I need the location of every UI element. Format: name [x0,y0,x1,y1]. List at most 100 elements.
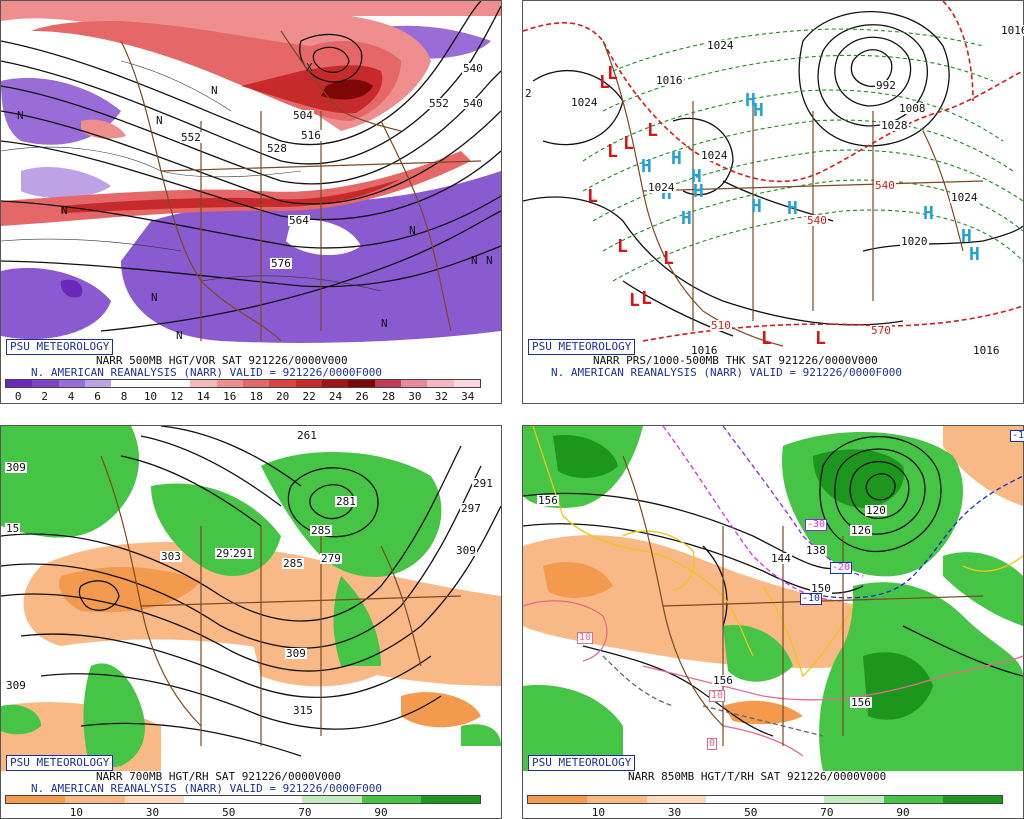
map-label: N [17,109,24,122]
map-label: 309 [285,647,307,660]
psu-badge: PSU METEOROLOGY [528,755,636,771]
legend-swatch [137,380,164,387]
legend-swatch [216,380,243,387]
low-pressure-marker: L [761,328,772,349]
legend-swatch [269,380,296,387]
legend-swatch [321,380,349,387]
legend-swatch [6,380,33,387]
legend-swatch [65,796,125,803]
map-label: 1024 [647,181,676,194]
low-pressure-marker: L [641,288,652,309]
map-pressure-thickness [523,1,1023,356]
high-pressure-marker: H [693,181,704,202]
low-pressure-marker: L [815,328,826,349]
legend-tick-label: 22 [302,390,316,403]
map-label: 144 [770,552,792,565]
legend-swatch [374,380,401,387]
map-700mb [1,426,501,771]
map-label: 1016 [972,344,1001,357]
legend-tick-label: 16 [223,390,237,403]
caption-line-1: NARR 850MB HGT/T/RH SAT 921226/0000V000 [628,770,887,783]
psu-badge: PSU METEOROLOGY [6,755,114,771]
map-label: 552 [180,131,202,144]
map-label: 309 [455,544,477,557]
caption-line-1: NARR 500MB HGT/VOR SAT 921226/0000V000 [96,354,348,367]
map-label: 1020 [900,235,929,248]
legend-swatch [528,796,588,803]
high-pressure-marker: H [691,166,702,187]
map-label: 285 [310,524,332,537]
map-label: 315 [292,704,314,717]
map-label: 261 [296,429,318,442]
panel-700mb: PSU METEOROLOGY NARR 700MB HGT/RH SAT 92… [0,425,502,819]
map-label: N [151,291,158,304]
map-500mb [1,1,501,356]
high-pressure-marker: H [641,156,652,177]
legend-tick-label: 30 [145,806,160,819]
legend-tick-label: 6 [94,390,101,403]
legend-tick-label: 18 [249,390,263,403]
legend-swatch [646,796,706,803]
legend-swatch [190,380,217,387]
high-pressure-marker: H [787,198,798,219]
map-label: 156 [537,494,559,507]
high-pressure-marker: H [753,100,764,121]
map-label: 1024 [570,96,599,109]
legend-swatch [183,796,243,803]
legend-swatch [84,380,112,387]
legend-tick-label: 90 [896,806,910,819]
map-label: 540 [874,179,896,192]
map-label: -10 [800,593,823,605]
map-label: 1016 [655,74,684,87]
high-pressure-marker: H [681,208,692,229]
map-label: 309 [5,461,27,474]
legend-swatch [705,796,765,803]
psu-badge: PSU METEOROLOGY [528,339,636,355]
legend-tick-label: 90 [374,806,388,819]
map-label: X [306,61,313,74]
map-label: 297 [215,547,237,560]
map-label: 138 [805,544,827,557]
panel-500mb: PSU METEOROLOGY NARR 500MB HGT/VOR SAT 9… [0,0,502,404]
legend-swatch [427,380,454,387]
map-label: 1024 [950,191,979,204]
high-pressure-marker: H [923,203,934,224]
map-label: 1024 [706,39,735,52]
legend-swatch [6,796,66,803]
map-label: 279 [320,552,342,565]
legend-tick-label: 12 [170,390,184,403]
legend-tick-label: 26 [355,390,369,403]
legend-swatch [295,380,322,387]
map-label: 552 [428,97,450,110]
low-pressure-marker: L [599,72,610,93]
legend-swatch [824,796,884,803]
legend-swatch [124,796,184,803]
legend-swatch [58,380,85,387]
caption-line-2: N. AMERICAN REANALYSIS (NARR) VALID = 92… [551,366,902,379]
high-pressure-marker: H [745,90,756,111]
legend-tick-label: 30 [408,390,422,403]
legend-swatch [32,380,59,387]
map-label: 540 [806,214,828,227]
map-label: 309 [5,679,27,692]
legend-swatch [883,796,943,803]
legend-tick-label: 70 [298,806,312,819]
legend-swatch [765,796,825,803]
map-label: -10 [1010,430,1024,442]
map-label: 281 [335,495,357,508]
legend-swatch [400,380,428,387]
map-label: 297 [460,502,482,515]
low-pressure-marker: L [587,186,598,207]
legend-tick-label: 0 [14,390,22,403]
high-pressure-marker: H [671,148,682,169]
map-label: 1028 [880,119,909,132]
legend-swatch [361,796,421,803]
low-pressure-marker: L [663,248,674,269]
rh-color-legend [527,795,1003,804]
map-label: N [156,114,163,127]
map-label: 1016 [690,344,719,357]
legend-tick-label: 20 [276,390,290,403]
low-pressure-marker: L [607,63,618,84]
map-label: 516 [300,129,322,142]
high-pressure-marker: H [969,244,980,265]
